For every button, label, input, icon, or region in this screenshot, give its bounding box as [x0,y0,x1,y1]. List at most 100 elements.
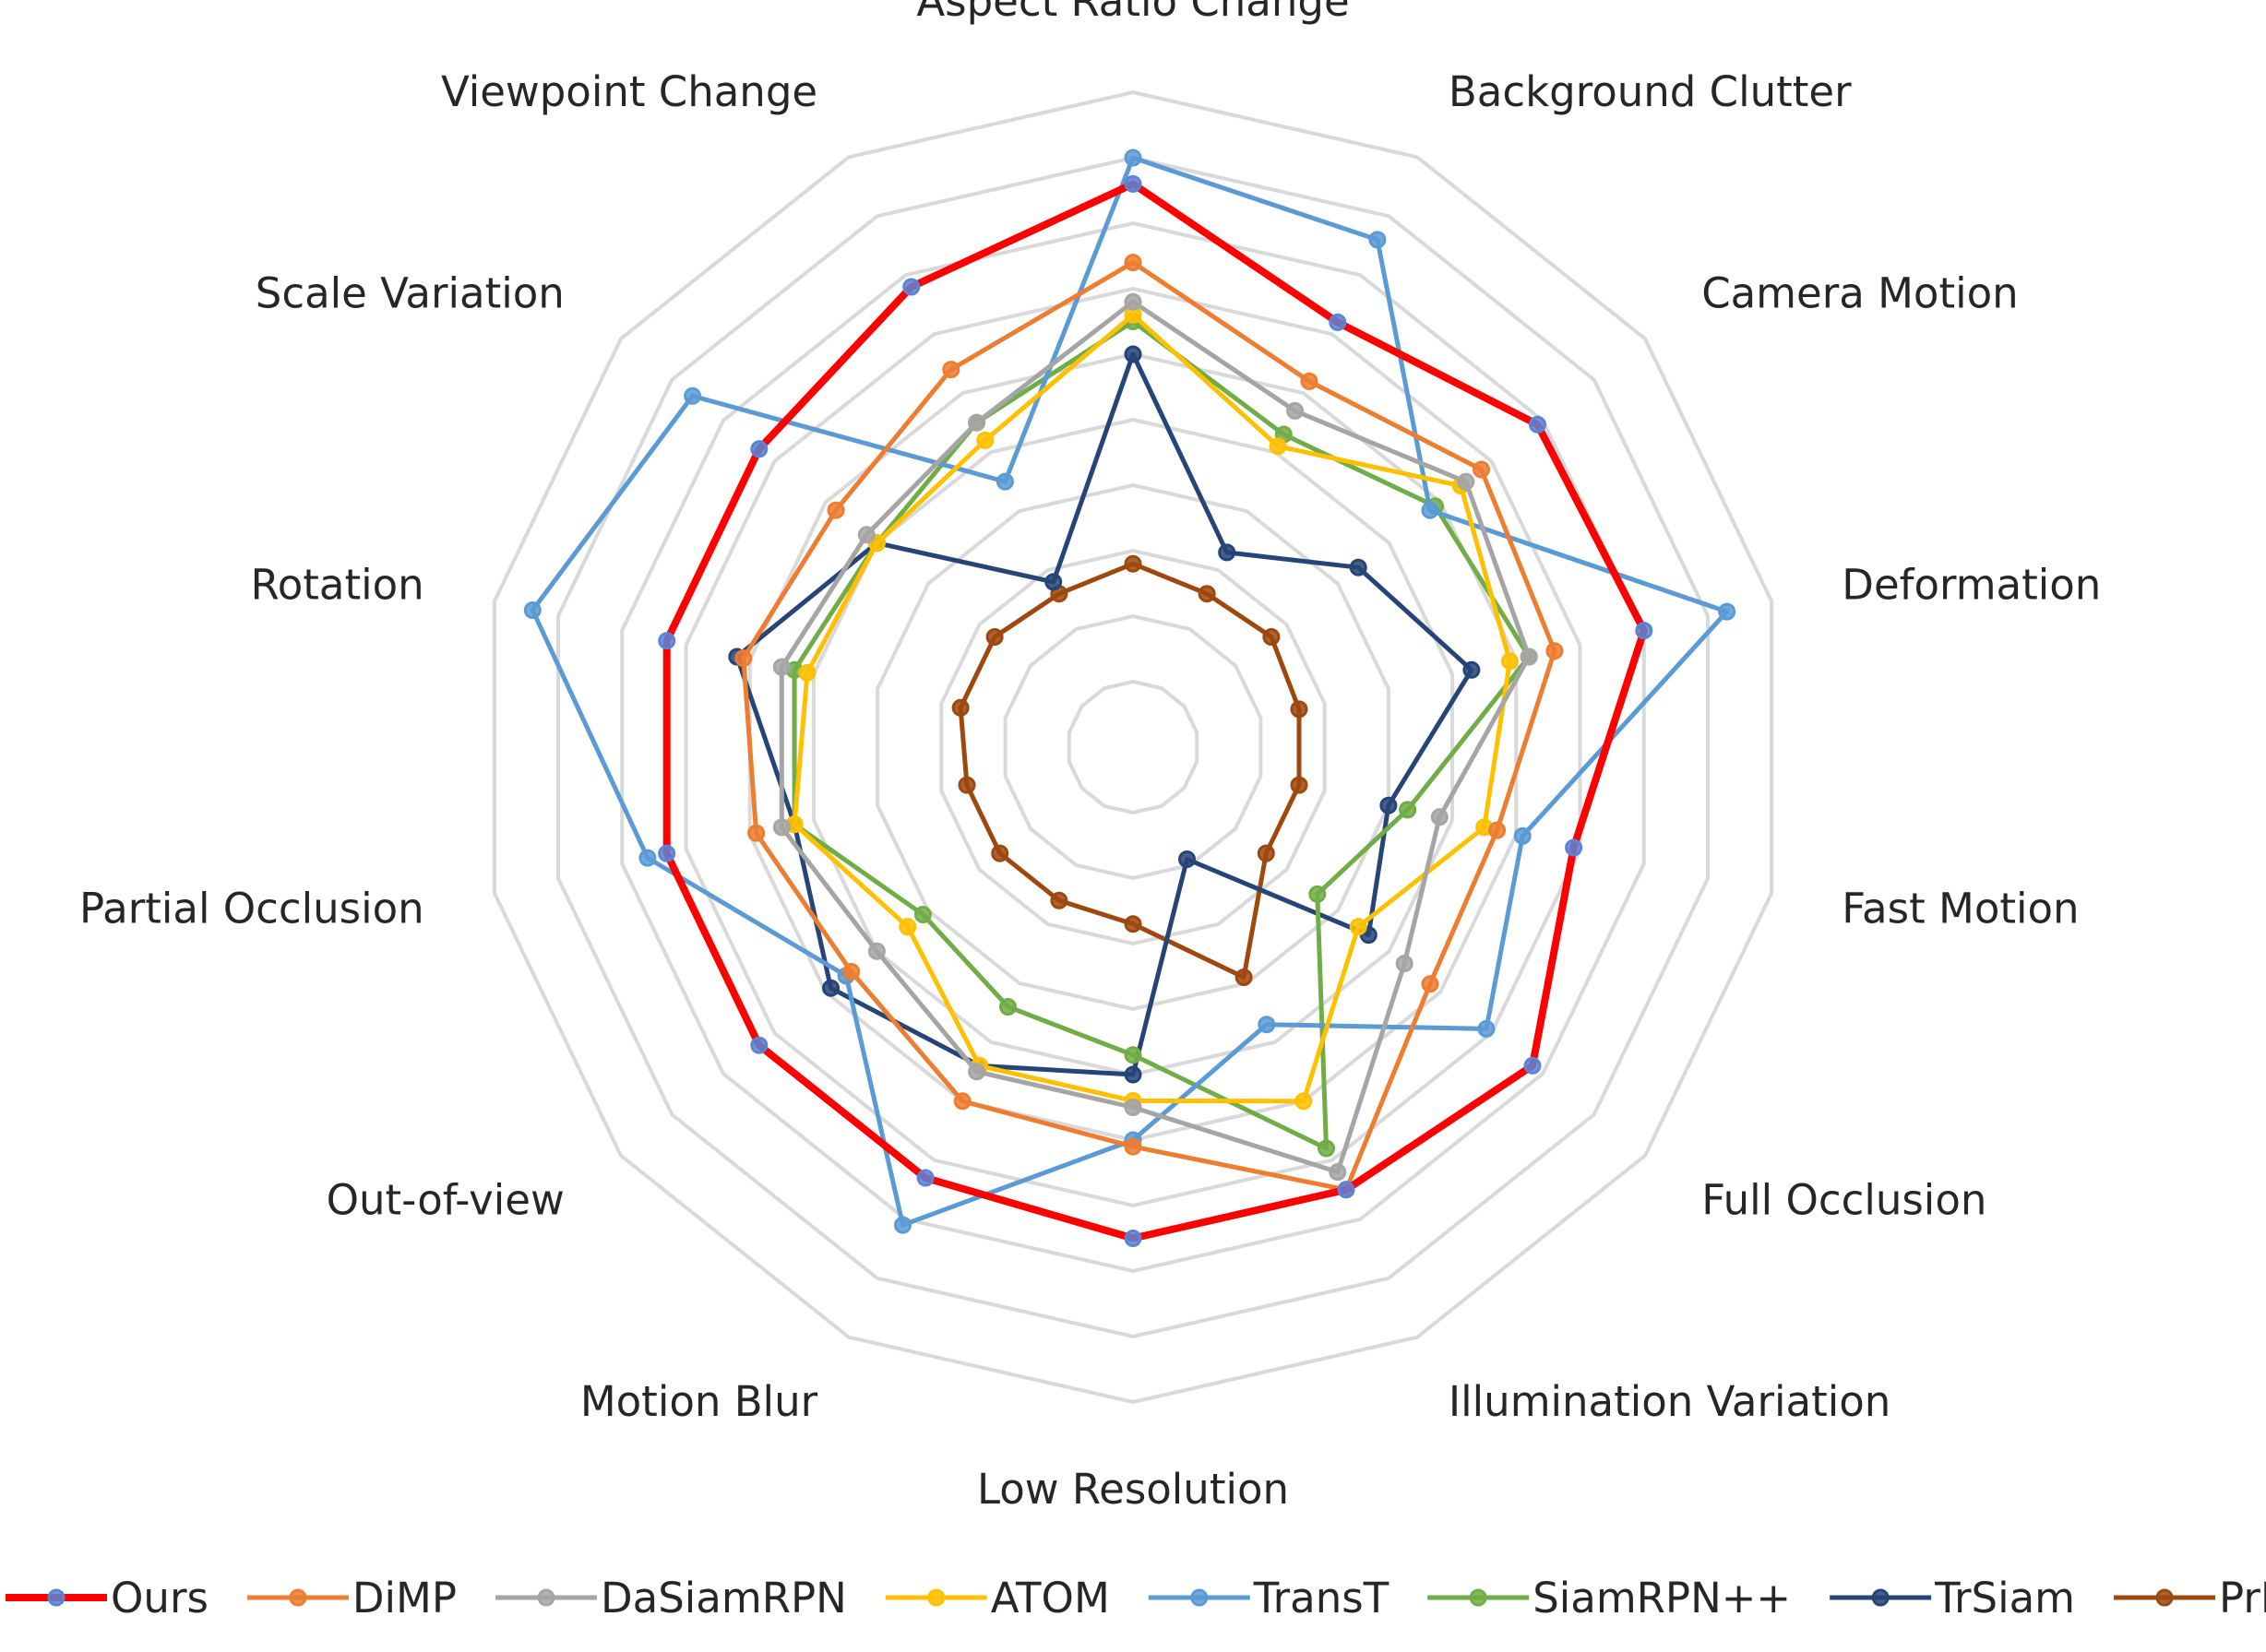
legend-label-ours: Ours [111,1574,209,1622]
data-point-prdimp50-camera-motion [1262,628,1281,646]
data-point-dasiamrpn-out-of-view [867,942,886,960]
data-point-siamrpn-motion-blur [999,998,1017,1016]
data-point-dimp-fast-motion [1488,821,1507,839]
series-lines [523,149,1736,1247]
data-point-ours-fast-motion [1565,838,1583,857]
data-point-trsiam-aspect-ratio-change [1124,345,1142,363]
data-point-atom-full-occlusion [1349,918,1367,936]
data-point-siamrpn-full-occlusion [1308,885,1327,903]
data-point-atom-out-of-view [899,918,917,936]
data-point-dasiamrpn-camera-motion [1457,472,1475,491]
legend-label-siamrpn: SiamRPN++ [1533,1574,1791,1622]
legend-label-dimp: DiMP [352,1574,457,1622]
series-prdimp50 [951,554,1308,986]
axis-label-viewpoint-change: Viewpoint Change [441,67,817,116]
data-point-dasiamrpn-aspect-ratio-change [1124,292,1142,311]
data-point-trsiam-illumination-variation [1178,850,1196,868]
legend-item-prdimp50: PrDiMP50 [2114,1574,2266,1622]
data-point-atom-background-clutter [1269,437,1287,456]
legend-item-atom: ATOM [885,1574,1110,1622]
data-point-transt-aspect-ratio-change [1124,149,1142,167]
legend-item-siamrpn: SiamRPN++ [1427,1574,1791,1622]
legend-item-dimp: DiMP [246,1574,457,1622]
data-point-dasiamrpn-motion-blur [968,1063,986,1081]
data-point-prdimp50-out-of-view [991,844,1009,862]
data-point-ours-scale-variation [750,440,769,458]
data-point-prdimp50-aspect-ratio-change [1124,554,1142,573]
legend-label-prdimp50: PrDiMP50 [2219,1574,2266,1622]
grid-ring [939,548,1327,946]
axis-label-background-clutter: Background Clutter [1449,67,1852,116]
grid-ring [684,286,1582,1208]
data-point-ours-full-occlusion [1523,1056,1542,1075]
radar-grid [492,89,1774,1405]
axis-label-illumination-variation: Illumination Variation [1449,1377,1890,1426]
data-point-atom-viewpoint-change [976,431,995,449]
data-point-ours-low-resolution [1124,1230,1142,1247]
data-point-dimp-out-of-view [842,963,861,981]
data-point-siamrpn-out-of-view [913,906,932,923]
legend-label-dasiamrpn: DaSiamRPN [601,1574,847,1622]
axis-label-scale-variation: Scale Variation [256,269,565,318]
data-point-ours-motion-blur [916,1169,935,1187]
data-point-dasiamrpn-low-resolution [1124,1099,1142,1116]
data-point-dimp-partial-occlusion [747,824,766,842]
legend-label-transt: TransT [1253,1574,1389,1622]
grid-ring [1003,613,1263,881]
data-point-dimp-viewpoint-change [942,361,960,379]
data-point-dasiamrpn-full-occlusion [1395,955,1413,973]
legend-label-atom: ATOM [991,1574,1110,1622]
data-point-transt-illumination-variation [1258,1016,1276,1034]
series-line-prdimp50 [958,561,1302,980]
legend: Ours DiMP DaSiamRPN ATOM TransT SiamRPN++ TrSi… [6,1574,2266,1622]
data-point-trsiam-fast-motion [1379,796,1398,814]
data-point-dasiamrpn-scale-variation [857,526,876,544]
legend-item-transt: TransT [1148,1574,1389,1622]
data-point-siamrpn-illumination-variation [1318,1139,1335,1158]
axis-label-fast-motion: Fast Motion [1842,884,2079,933]
axis-label-camera-motion: Camera Motion [1701,269,2018,318]
axis-label-low-resolution: Low Resolution [977,1465,1289,1514]
data-point-transt-fast-motion [1513,826,1532,845]
data-point-dasiamrpn-illumination-variation [1329,1163,1347,1182]
data-point-dimp-camera-motion [1473,460,1490,479]
data-point-ours-aspect-ratio-change [1124,174,1142,193]
axis-label-partial-occlusion: Partial Occlusion [79,884,424,933]
data-point-atom-rotation [798,663,817,682]
data-point-atom-illumination-variation [1294,1092,1313,1111]
data-point-prdimp50-scale-variation [985,628,1004,646]
data-point-dimp-low-resolution [1124,1137,1142,1156]
data-point-dimp-deformation [1545,642,1564,660]
data-point-prdimp50-illumination-variation [1234,969,1253,986]
data-point-transt-viewpoint-change [996,472,1014,491]
grid-ring [492,89,1774,1405]
data-point-trsiam-low-resolution [1124,1065,1142,1084]
data-point-dasiamrpn-partial-occlusion [772,818,791,837]
data-point-dasiamrpn-viewpoint-change [968,413,986,432]
data-point-prdimp50-rotation [951,698,970,717]
data-point-prdimp50-deformation [1290,700,1308,719]
data-point-transt-rotation [523,601,542,619]
data-point-dasiamrpn-deformation [1520,648,1538,666]
data-point-trsiam-background-clutter [1218,543,1236,562]
axis-label-rotation: Rotation [250,561,423,610]
data-point-ours-background-clutter [1329,313,1347,331]
data-point-ours-partial-occlusion [658,844,676,862]
axis-label-aspect-ratio-change: Aspect Ratio Change [916,0,1349,26]
data-point-siamrpn-fast-motion [1399,801,1417,819]
data-point-dimp-scale-variation [827,501,845,519]
grid-ring [811,417,1455,1077]
data-point-dimp-rotation [734,649,753,668]
data-point-trsiam-viewpoint-change [1044,573,1063,591]
data-point-dasiamrpn-fast-motion [1430,808,1449,826]
data-point-transt-scale-variation [684,386,702,405]
legend-marker-trsiam [1871,1588,1890,1607]
legend-item-dasiamrpn: DaSiamRPN [495,1574,847,1622]
legend-label-trsiam: TrSiam [1934,1574,2075,1622]
data-point-dasiamrpn-rotation [772,658,791,676]
data-point-siamrpn-low-resolution [1124,1046,1142,1064]
data-point-dimp-motion-blur [953,1092,972,1111]
axis-label-motion-blur: Motion Blur [580,1377,818,1426]
data-point-trsiam-camera-motion [1349,558,1367,576]
legend-marker-transt [1190,1588,1209,1607]
